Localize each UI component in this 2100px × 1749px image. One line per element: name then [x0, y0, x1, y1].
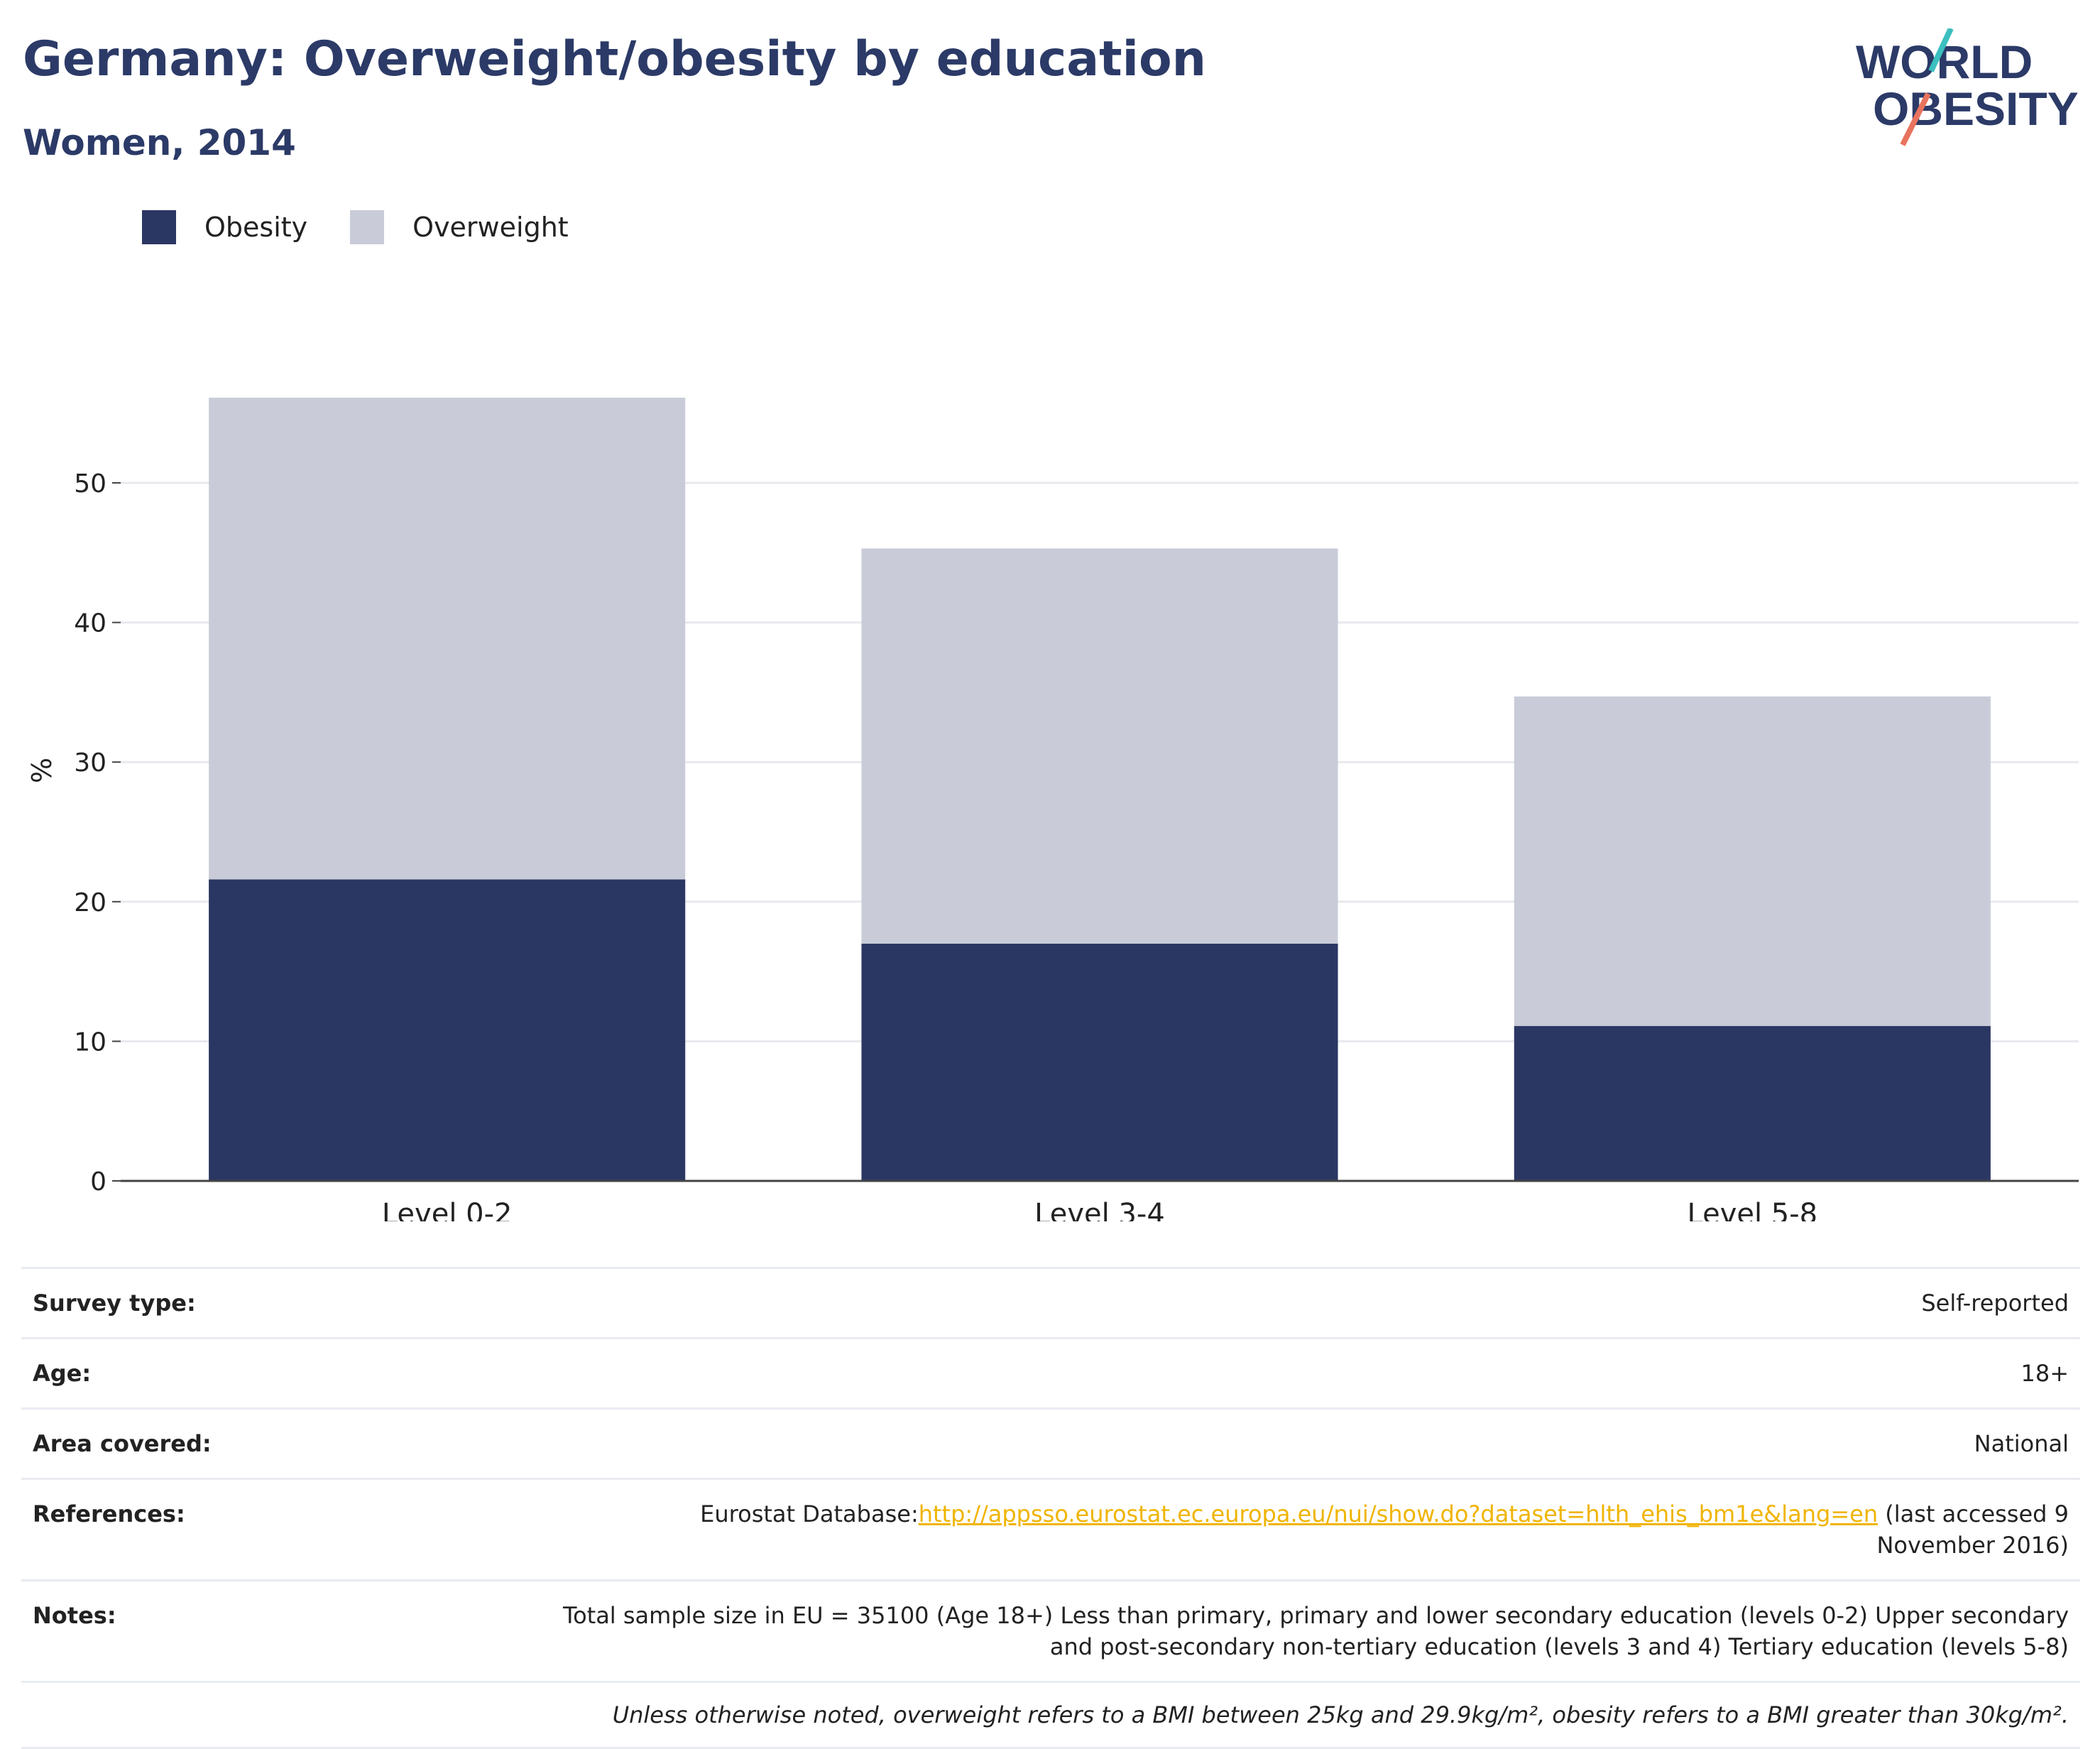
- reference-suffix: (last accessed 9 November 2016): [1876, 1500, 2069, 1559]
- info-label: Notes:: [33, 1602, 116, 1629]
- info-value: 18+: [2020, 1360, 2069, 1387]
- y-tick-label: 0: [90, 1167, 106, 1197]
- reference-prefix: Eurostat Database:: [700, 1500, 919, 1527]
- bar-obesity-2: [861, 943, 1338, 1181]
- bar-obesity-1: [209, 879, 686, 1181]
- info-table: Survey type: Self-reported Age: 18+ Area…: [21, 1267, 2080, 1749]
- info-value: Total sample size in EU = 35100 (Age 18+…: [562, 1602, 2069, 1660]
- y-tick-label: 30: [74, 748, 106, 778]
- info-value: Self-reported: [1921, 1290, 2069, 1317]
- info-value: Eurostat Database:http://appsso.eurostat…: [578, 1498, 2069, 1561]
- info-row-age: Age: 18+: [21, 1337, 2080, 1407]
- info-row-area-covered: Area covered: National: [21, 1407, 2080, 1478]
- chart-subtitle: Women, 2014: [23, 122, 296, 163]
- logo-slash-coral: [1900, 92, 1931, 146]
- legend-label-overweight: Overweight: [412, 212, 569, 243]
- y-axis-label: %: [26, 758, 58, 783]
- info-row-references: References: Eurostat Database:http://app…: [21, 1478, 2080, 1579]
- info-row-notes: Notes: Total sample size in EU = 35100 (…: [21, 1579, 2080, 1681]
- y-tick-label: 20: [74, 888, 106, 917]
- chart-title: Germany: Overweight/obesity by education: [23, 31, 1207, 87]
- x-tick-label: Level 3-4: [1034, 1198, 1165, 1221]
- bar-overweight-3: [1514, 696, 1991, 1026]
- legend-item-overweight[interactable]: Overweight: [350, 210, 569, 244]
- logo-line2: OBESITY: [1873, 82, 2079, 135]
- info-label: Age:: [33, 1360, 92, 1387]
- logo-slash-teal: [1928, 28, 1954, 72]
- info-value: National: [1974, 1430, 2069, 1457]
- legend-swatch-obesity: [142, 210, 176, 244]
- legend-item-obesity[interactable]: Obesity: [142, 210, 307, 244]
- chart-legend: Obesity Overweight: [142, 210, 611, 244]
- y-tick-label: 10: [74, 1028, 106, 1057]
- stacked-bar-chart: % 0 10 20 30 40 50 Level 0-2 Level 3-4 Level 5-8: [26, 398, 2079, 1221]
- bar-obesity-3: [1514, 1025, 1991, 1181]
- bar-overweight-1: [209, 398, 686, 880]
- x-tick-label: Level 0-2: [382, 1198, 513, 1221]
- bmi-footnote: Unless otherwise noted, overweight refer…: [21, 1681, 2080, 1749]
- y-tick-label: 50: [74, 469, 106, 498]
- info-row-survey-type: Survey type: Self-reported: [21, 1267, 2080, 1337]
- bar-overweight-2: [861, 548, 1338, 944]
- reference-link[interactable]: http://appsso.eurostat.ec.europa.eu/nui/…: [918, 1500, 1878, 1527]
- x-tick-label: Level 5-8: [1688, 1198, 1818, 1221]
- world-obesity-logo: WORLD OBESITY: [1856, 28, 2079, 146]
- info-label: Area covered:: [33, 1430, 212, 1457]
- y-tick-label: 40: [74, 609, 106, 638]
- info-label: Survey type:: [33, 1290, 196, 1317]
- legend-swatch-overweight: [350, 210, 385, 244]
- info-label: References:: [33, 1500, 185, 1527]
- legend-label-obesity: Obesity: [204, 212, 308, 243]
